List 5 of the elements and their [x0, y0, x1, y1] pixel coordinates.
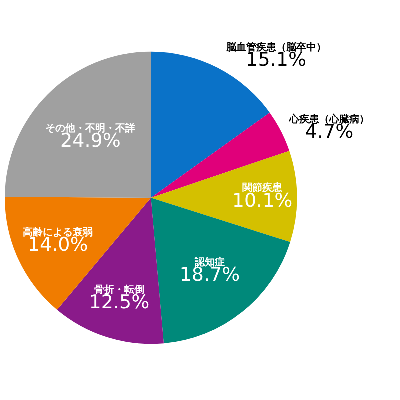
pie-slice [5, 197, 152, 310]
slice-label: 脳血管疾患（脳卒中） [225, 41, 326, 54]
slice-label: 心疾患（心臓病） [288, 113, 370, 126]
pie-slice [151, 151, 298, 242]
pie-slice [5, 52, 152, 198]
